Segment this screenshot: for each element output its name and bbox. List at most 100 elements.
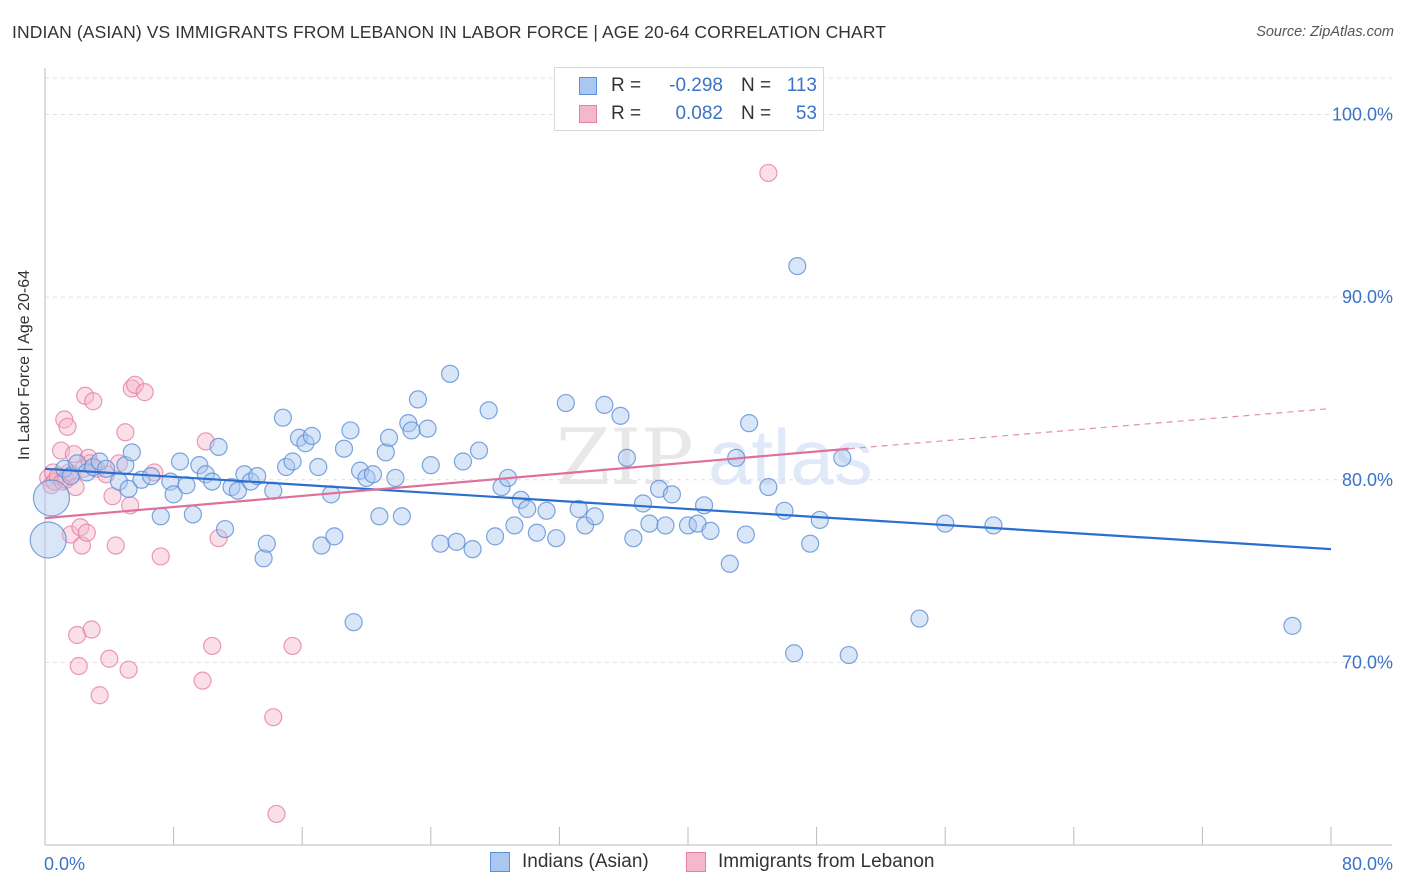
- indian-point: [363, 465, 383, 484]
- indian-point: [431, 534, 450, 553]
- indian-point: [611, 406, 630, 425]
- indian-point: [720, 554, 739, 573]
- legend-r-label: R =: [611, 103, 642, 124]
- x-tick-label: 80.0%: [1342, 854, 1393, 874]
- indian-point: [595, 395, 614, 414]
- indian-point: [96, 459, 116, 478]
- lebanon-trend-extension: [848, 407, 1332, 450]
- legend-swatch-indians: [579, 77, 597, 95]
- indian-point: [386, 468, 405, 488]
- legend-item-lebanon[interactable]: Immigrants from Lebanon: [686, 851, 935, 873]
- lebanon-point: [283, 636, 302, 656]
- indian-point: [170, 452, 190, 471]
- indian-point: [309, 457, 328, 477]
- legend-item-indians[interactable]: Indians (Asian): [490, 851, 649, 873]
- legend-n-label: N =: [741, 75, 772, 96]
- legend-n-label: N =: [741, 103, 772, 124]
- indian-point: [248, 467, 267, 486]
- legend-r-label: R =: [611, 75, 642, 96]
- indian-point: [402, 421, 421, 440]
- y-tick-label: 80.0%: [1342, 470, 1393, 490]
- indian-point: [788, 256, 807, 276]
- indian-point: [392, 507, 411, 526]
- indian-point: [203, 472, 222, 491]
- indian-point: [518, 499, 537, 519]
- lebanon-point: [84, 392, 103, 411]
- indian-point: [418, 419, 437, 438]
- lebanon-trend-line: [44, 447, 849, 520]
- indian-point: [183, 505, 202, 524]
- indian-point: [1283, 616, 1302, 635]
- indian-point: [839, 645, 858, 665]
- indian-point: [775, 501, 794, 520]
- indian-point: [273, 408, 293, 427]
- indian-point: [254, 549, 273, 568]
- indian-point: [447, 532, 466, 551]
- indian-point: [257, 534, 276, 553]
- indian-point: [209, 437, 228, 456]
- lebanon-point: [100, 649, 119, 668]
- indian-point: [376, 443, 395, 462]
- indian-point: [325, 527, 344, 546]
- indian-point: [119, 479, 138, 498]
- indian-point: [90, 452, 109, 471]
- lebanon-point: [209, 529, 228, 548]
- chart-title: INDIAN (ASIAN) VS IMMIGRANTS FROM LEBANO…: [12, 22, 887, 42]
- lebanon-point: [125, 375, 145, 394]
- indian-point: [701, 521, 720, 540]
- indian-point: [421, 456, 440, 475]
- indian-point: [463, 540, 482, 559]
- indian-point: [228, 481, 247, 500]
- indian-point: [547, 529, 566, 548]
- indian-point: [122, 443, 141, 462]
- legend-r-value: -0.298: [669, 75, 723, 96]
- indian-point: [910, 609, 929, 628]
- indian-point: [662, 485, 682, 504]
- indian-point: [527, 523, 546, 542]
- indian-point: [177, 476, 196, 495]
- indian-point: [810, 510, 829, 530]
- indian-point: [585, 507, 604, 526]
- indian-point: [29, 521, 67, 559]
- source-credit: Source: ZipAtlas.com: [1256, 24, 1394, 40]
- indian-point: [370, 507, 389, 526]
- lebanon-point: [116, 423, 135, 442]
- indian-point: [556, 393, 575, 413]
- indian-point: [469, 441, 489, 460]
- indian-point: [264, 481, 283, 500]
- indian-point: [640, 514, 659, 533]
- indian-point: [537, 501, 556, 520]
- indian-point: [302, 426, 321, 446]
- y-axis-label: In Labor Force | Age 20-64: [16, 269, 33, 460]
- lebanon-point: [58, 417, 77, 436]
- legend-label-indians: Indians (Asian): [522, 851, 649, 872]
- y-tick-label: 90.0%: [1342, 287, 1393, 307]
- series-legend: Indians (Asian) Immigrants from Lebanon: [0, 851, 1406, 879]
- indian-point: [190, 456, 209, 475]
- indian-point: [569, 499, 588, 519]
- indian-point: [784, 644, 804, 663]
- indian-point: [215, 519, 235, 539]
- lebanon-point: [106, 536, 125, 555]
- indian-point: [341, 421, 360, 440]
- x-tick-label: 0.0%: [44, 854, 85, 874]
- legend-n-value: 113: [786, 75, 817, 96]
- lebanon-point: [151, 547, 170, 566]
- lebanon-point: [77, 523, 96, 542]
- legend-r-value: 0.082: [675, 103, 723, 124]
- indian-point: [624, 529, 643, 548]
- indian-point: [801, 534, 820, 553]
- indian-point: [505, 516, 524, 535]
- indian-point: [151, 507, 170, 526]
- y-tick-label: 70.0%: [1342, 652, 1393, 672]
- stats-legend: R = -0.298 N = 113 R = 0.082 N = 53: [554, 67, 824, 131]
- indian-point: [479, 401, 498, 420]
- lebanon-point: [82, 620, 101, 639]
- y-tick-label: 100.0%: [1332, 105, 1393, 125]
- indian-point: [344, 613, 363, 632]
- lebanon-point: [69, 656, 88, 676]
- lebanon-point: [90, 686, 109, 705]
- indian-point: [617, 448, 637, 467]
- indian-point: [164, 485, 183, 504]
- legend-swatch-lebanon: [686, 852, 706, 872]
